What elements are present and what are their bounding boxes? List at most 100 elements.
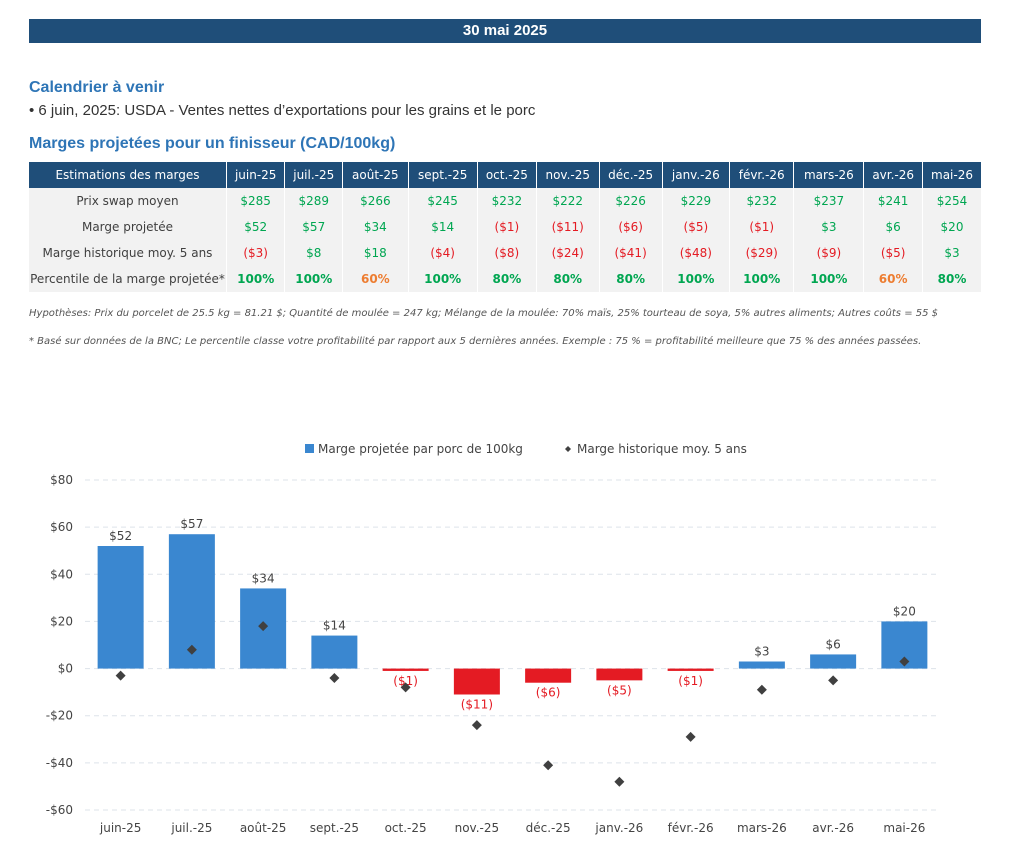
x-tick-label: oct.-25 — [385, 821, 427, 835]
table-cell: ($8) — [477, 240, 537, 266]
date-banner: 30 mai 2025 — [29, 19, 981, 43]
historical-point — [899, 656, 910, 667]
table-cell: $8 — [284, 240, 344, 266]
table-cell: 100% — [284, 266, 344, 292]
x-tick-label: nov.-25 — [455, 821, 500, 835]
hypotheses-note: Hypothèses: Prix du porcelet de 25.5 kg … — [29, 308, 939, 319]
historical-point — [400, 682, 411, 693]
month-header: mai-26 — [922, 162, 981, 188]
row-label: Prix swap moyen — [29, 188, 227, 214]
month-header: nov.-25 — [536, 162, 600, 188]
bar-data-label: ($1) — [393, 674, 418, 688]
x-tick-label: févr.-26 — [668, 821, 714, 835]
table-cell: 80% — [477, 266, 537, 292]
table-cell: ($41) — [599, 240, 663, 266]
table-cell: ($4) — [408, 240, 478, 266]
bar — [525, 668, 572, 683]
bar-data-label: $6 — [825, 637, 840, 651]
table-cell: $222 — [536, 188, 600, 214]
month-header: juin-25 — [226, 162, 286, 188]
table-cell: $20 — [922, 214, 981, 240]
calendar-title: Calendrier à venir — [29, 79, 165, 96]
historical-point — [614, 776, 625, 787]
table-cell: $14 — [408, 214, 478, 240]
row-label: Marge projetée — [29, 214, 227, 240]
table-cell: $229 — [662, 188, 730, 214]
bar — [382, 668, 429, 671]
bar-data-label: ($1) — [678, 674, 703, 688]
margins-title: Marges projetées pour un finisseur (CAD/… — [29, 135, 396, 152]
legend-bar-swatch — [305, 444, 314, 453]
month-header: janv.-26 — [662, 162, 730, 188]
percentile-footnote: * Basé sur données de la BNC; Le percent… — [29, 336, 922, 347]
bar — [97, 546, 144, 669]
table-row: Prix swap moyen $285 $289 $266 $245 $232 $222 $… — [29, 188, 981, 214]
table-cell: $232 — [729, 188, 795, 214]
historical-point — [115, 670, 126, 681]
table-cell: $34 — [342, 214, 409, 240]
table-cell: $237 — [793, 188, 865, 214]
table-header-row: Estimations des marges juin-25 juil.-25 ao… — [29, 162, 981, 188]
table-corner-label: Estimations des marges — [29, 162, 227, 188]
table-cell: ($1) — [477, 214, 537, 240]
bar — [311, 635, 358, 669]
table-cell: $266 — [342, 188, 409, 214]
table-cell: $285 — [226, 188, 286, 214]
table-cell: ($5) — [662, 214, 730, 240]
historical-point — [756, 684, 767, 695]
table-row: Marge historique moy. 5 ans ($3) $8 $18 ($4)… — [29, 240, 981, 266]
table-cell: $245 — [408, 188, 478, 214]
month-header: déc.-25 — [599, 162, 663, 188]
historical-point — [471, 720, 482, 731]
bar — [453, 668, 500, 695]
historical-point — [543, 760, 554, 771]
y-tick-label: $20 — [50, 614, 73, 628]
table-cell: 100% — [408, 266, 478, 292]
table-cell: $241 — [863, 188, 924, 214]
table-cell: ($24) — [536, 240, 600, 266]
historical-point — [828, 675, 839, 686]
bar-data-label: $52 — [109, 529, 132, 543]
margin-chart: -$60 -$40 -$20 $0 $20 $40 $60 $80 Marge projetée… — [46, 442, 940, 835]
bar-data-label: $57 — [180, 517, 203, 531]
y-tick-label: $80 — [50, 473, 73, 487]
bar — [810, 654, 857, 669]
x-tick-label: déc.-25 — [526, 821, 571, 835]
month-header: août-25 — [342, 162, 409, 188]
table-cell: ($9) — [793, 240, 865, 266]
historical-point — [186, 644, 197, 655]
bar-data-label: $14 — [323, 619, 346, 633]
bar-data-label: $3 — [754, 645, 769, 659]
x-tick-label: sept.-25 — [310, 821, 359, 835]
month-header: févr.-26 — [729, 162, 795, 188]
table-cell: 80% — [599, 266, 663, 292]
table-cell: 80% — [536, 266, 600, 292]
month-header: oct.-25 — [477, 162, 537, 188]
table-cell: ($29) — [729, 240, 795, 266]
y-tick-label: $60 — [50, 520, 73, 534]
table-row: Percentile de la marge projetée* 100% 100%… — [29, 266, 981, 292]
table-cell: 60% — [342, 266, 409, 292]
table-cell: ($11) — [536, 214, 600, 240]
historical-point — [329, 673, 340, 683]
bar — [738, 661, 785, 669]
x-tick-label: juin-25 — [99, 821, 141, 835]
table-cell: ($5) — [863, 240, 924, 266]
table-cell: $6 — [863, 214, 924, 240]
table-cell: ($48) — [662, 240, 730, 266]
table-cell: 60% — [863, 266, 924, 292]
table-cell: ($1) — [729, 214, 795, 240]
table-cell: $226 — [599, 188, 663, 214]
table-cell: 100% — [729, 266, 795, 292]
bar-data-label: ($6) — [536, 686, 561, 700]
table-cell: $232 — [477, 188, 537, 214]
historical-point — [258, 621, 269, 632]
table-cell: 100% — [793, 266, 865, 292]
table-cell: $289 — [284, 188, 344, 214]
table-cell: $3 — [922, 240, 981, 266]
table-cell: $18 — [342, 240, 409, 266]
legend-dot-label: Marge historique moy. 5 ans — [577, 442, 747, 456]
historical-point — [685, 731, 696, 742]
table-cell: ($3) — [226, 240, 286, 266]
x-tick-label: mars-26 — [737, 821, 787, 835]
